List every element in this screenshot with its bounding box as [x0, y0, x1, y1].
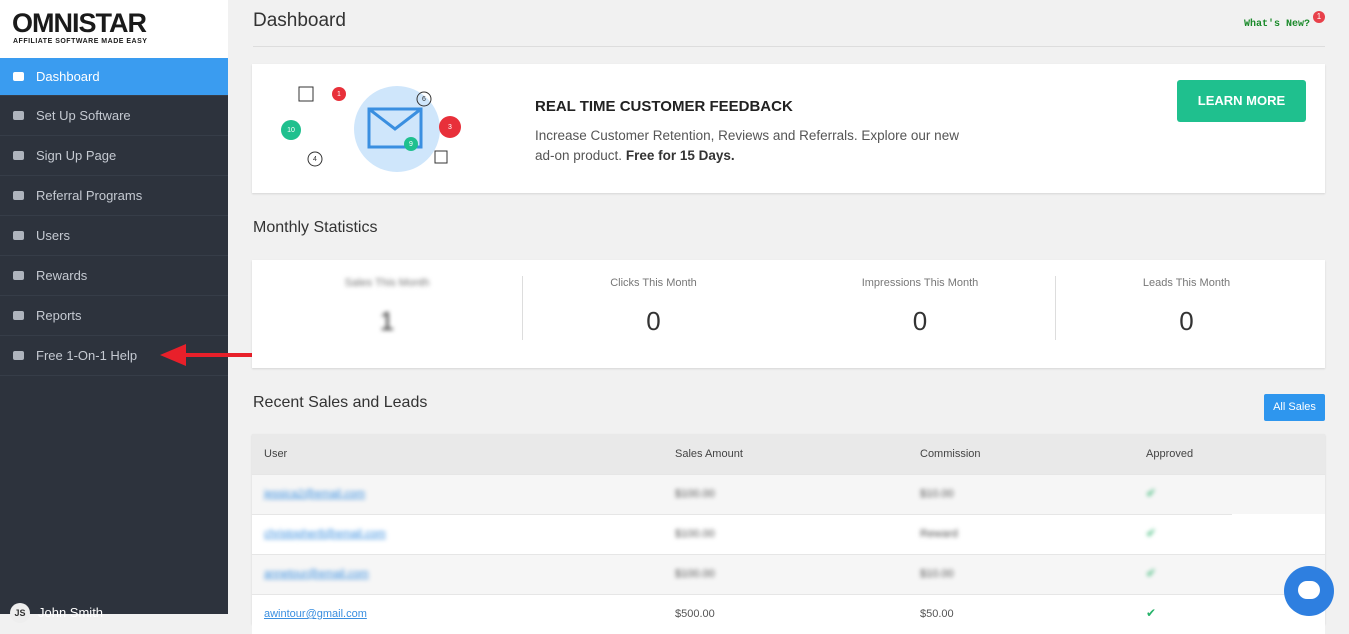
chat-icon	[1298, 581, 1320, 599]
badge: 1	[1313, 11, 1325, 23]
banner: 1 3 10 9 6 4 REAL TIME CUSTOMER FEEDBACK…	[252, 64, 1325, 193]
table-cell: $100.00	[675, 568, 715, 580]
page-title: Dashboard	[253, 10, 346, 31]
nav-item[interactable]: Referral Programs	[0, 176, 228, 216]
whats-new[interactable]: What's New?	[1244, 19, 1311, 30]
table-cell: $500.00	[675, 608, 715, 620]
nav-icon	[13, 111, 24, 120]
illustration-badge: 1	[337, 91, 341, 98]
logo: OMNISTAR AFFILIATE SOFTWARE MADE EASY	[0, 0, 228, 58]
stat-label: Sales This Month	[344, 277, 430, 289]
sidebar: OMNISTAR AFFILIATE SOFTWARE MADE EASY JS…	[0, 0, 228, 623]
user-avatar[interactable]: JS	[10, 603, 30, 623]
nav-label: Sign Up Page	[36, 148, 117, 163]
nav-label: Users	[36, 228, 70, 243]
banner-heading: REAL TIME CUSTOMER FEEDBACK	[535, 98, 793, 115]
approved-check: ✔	[1146, 526, 1157, 540]
learn-more-button[interactable]: LEARN MORE	[1177, 80, 1306, 122]
user-name[interactable]: John Smith	[38, 605, 104, 620]
illustration-badge: 4	[313, 156, 317, 163]
nav-icon	[13, 311, 24, 320]
nav-item[interactable]: Free 1-On-1 Help	[0, 336, 228, 376]
table-row	[252, 514, 1232, 554]
nav-label: Rewards	[36, 268, 88, 283]
banner-text: ad-on product.	[535, 148, 623, 163]
nav-item[interactable]: Reports	[0, 296, 228, 336]
nav-label: Dashboard	[36, 69, 100, 84]
nav-icon	[13, 231, 24, 240]
table-cell: $10.00	[920, 568, 954, 580]
table-cell: Reward	[920, 528, 958, 540]
user-link[interactable]: jessica2@email.com	[264, 488, 366, 500]
banner-text: ad-on product. Free for 15 Days.	[535, 148, 735, 163]
banner-text: Increase Customer Retention, Reviews and…	[535, 128, 959, 143]
table-row	[252, 474, 1325, 514]
stat-value: 1	[379, 306, 395, 336]
stat-label: Leads This Month	[1142, 277, 1231, 289]
sales-table: User Sales Amount Commission Approved jessic…	[252, 434, 1325, 634]
illustration-badge: 6	[422, 96, 426, 103]
illustration: 1 3 10 9 6 4	[281, 86, 461, 172]
nav-item[interactable]: Sign Up Page	[0, 136, 228, 176]
column-header: User	[264, 448, 288, 460]
stat-value: 0	[646, 306, 661, 336]
nav-label: Set Up Software	[36, 108, 131, 123]
nav-label: Free 1-On-1 Help	[36, 348, 138, 363]
logo-title: OMNISTAR	[12, 8, 147, 38]
table-cell: $100.00	[675, 488, 715, 500]
stats-card: Sales This Month 1 Clicks This Month 0 Impre…	[252, 260, 1325, 368]
stat-value: 0	[912, 306, 928, 336]
column-header: Approved	[1146, 448, 1194, 460]
table-cell: $10.00	[920, 488, 954, 500]
illustration-badge: 3	[448, 124, 452, 131]
illustration-badge: 9	[409, 141, 413, 148]
nav-item[interactable]: Set Up Software	[0, 96, 228, 136]
divider	[522, 276, 523, 340]
user-link[interactable]: annetour@email.com	[264, 568, 369, 580]
logo-tagline: AFFILIATE SOFTWARE MADE EASY	[13, 38, 148, 45]
column-header: Sales Amount	[675, 448, 743, 460]
banner-emphasis: Free for 15 Days.	[625, 148, 735, 163]
table-cell: $50.00	[920, 608, 954, 620]
all-sales-button[interactable]: All Sales	[1264, 394, 1325, 421]
nav-item[interactable]: Rewards	[0, 256, 228, 296]
section-title: Monthly Statistics	[253, 219, 378, 236]
approved-check: ✔	[1146, 606, 1157, 620]
table-cell: $100.00	[675, 528, 715, 540]
nav-icon	[13, 271, 24, 280]
stat-label: Impressions This Month	[861, 277, 979, 289]
table-row	[252, 594, 1325, 634]
divider	[253, 46, 1325, 47]
user-link[interactable]: christopher8@email.com	[264, 528, 386, 540]
nav-label: Referral Programs	[36, 188, 143, 203]
nav-icon	[13, 72, 24, 81]
section-title: Recent Sales and Leads	[253, 394, 428, 411]
user-link[interactable]: awintour@gmail.com	[264, 608, 367, 620]
nav-icon	[13, 351, 24, 360]
table-header	[252, 434, 1325, 474]
chat-button[interactable]	[1284, 566, 1334, 616]
table-row	[252, 554, 1325, 594]
column-header: Commission	[920, 448, 981, 460]
nav-label: Reports	[36, 308, 82, 323]
nav-icon	[13, 191, 24, 200]
nav-icon	[13, 151, 24, 160]
nav-item[interactable]: Users	[0, 216, 228, 256]
illustration-badge: 10	[287, 127, 295, 134]
stat-label: Clicks This Month	[610, 277, 697, 289]
approved-check: ✔	[1146, 566, 1157, 580]
nav-item[interactable]: Dashboard	[0, 58, 228, 96]
stat-value: 0	[1179, 306, 1194, 336]
approved-check: ✔	[1146, 486, 1157, 500]
divider	[1055, 276, 1056, 340]
